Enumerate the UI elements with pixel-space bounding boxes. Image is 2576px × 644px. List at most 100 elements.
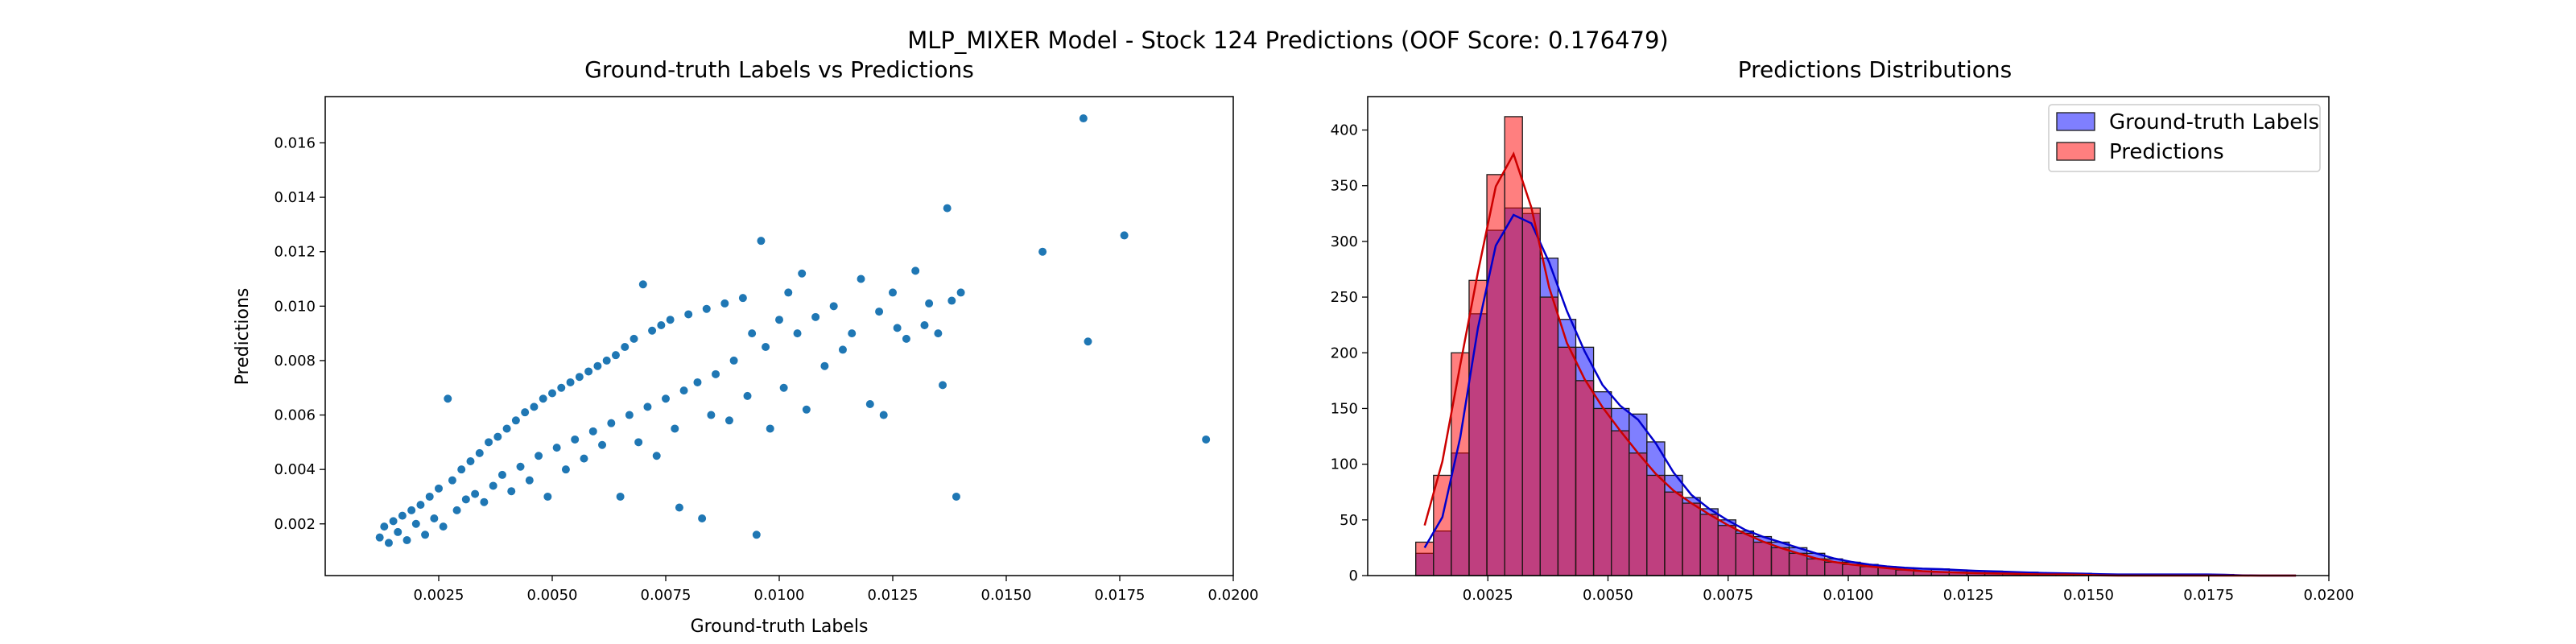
scatter-point — [479, 497, 489, 507]
scatter-x-tick-label: 0.0050 — [527, 587, 578, 604]
scatter-point — [524, 475, 535, 485]
scatter-y-tick-label: 0.006 — [274, 407, 316, 424]
histogram-x-tick-label: 0.0150 — [2063, 587, 2114, 604]
scatter-point — [434, 483, 444, 493]
histogram-y-tick-label: 300 — [1331, 233, 1358, 250]
legend-swatch-predictions — [2056, 142, 2095, 161]
scatter-point — [556, 382, 567, 393]
scatter-point — [674, 502, 684, 513]
scatter-point — [774, 315, 784, 325]
scatter-point — [529, 402, 539, 412]
scatter-point — [1119, 230, 1129, 241]
histogram-bar — [1611, 430, 1630, 576]
scatter-point — [1201, 434, 1212, 444]
histogram-x-tick-label: 0.0025 — [1463, 587, 1513, 604]
scatter-point — [443, 394, 453, 404]
scatter-point — [892, 323, 902, 333]
histogram-x-tick-label: 0.0125 — [1943, 587, 1994, 604]
scatter-point — [729, 355, 739, 365]
scatter-point — [670, 423, 680, 434]
scatter-point — [620, 342, 630, 353]
histogram-bar — [1646, 474, 1666, 576]
scatter-point — [415, 500, 426, 510]
scatter-x-tick-label: 0.0200 — [1208, 587, 1259, 604]
scatter-point — [610, 350, 621, 361]
scatter-point — [783, 287, 794, 298]
scatter-point — [634, 437, 644, 448]
scatter-point — [947, 295, 957, 306]
scatter-point — [374, 532, 385, 543]
scatter-point — [720, 298, 730, 308]
scatter-point — [765, 423, 775, 434]
scatter-x-ticks: 0.0025 0.0050 0.0075 0.0100 0.0125 0.0150 0.01… — [414, 576, 1259, 604]
scatter-point — [538, 394, 548, 404]
histogram-bar — [1752, 541, 1773, 576]
scatter-point — [574, 372, 584, 382]
histogram-bar — [1504, 116, 1523, 576]
scatter-point — [584, 366, 594, 377]
scatter-y-tick-label: 0.008 — [274, 353, 316, 369]
scatter-point — [420, 530, 431, 540]
scatter-point — [706, 410, 716, 420]
scatter-point — [624, 410, 634, 420]
scatter-point — [724, 415, 734, 426]
scatter-point — [797, 268, 807, 279]
scatter-y-tick-label: 0.016 — [274, 134, 316, 151]
scatter-point — [942, 203, 952, 213]
scatter-point — [661, 394, 671, 404]
scatter-x-tick-label: 0.0025 — [414, 587, 464, 604]
scatter-x-tick-label: 0.0150 — [981, 587, 1032, 604]
histogram-bar — [1717, 525, 1736, 576]
scatter-point — [1083, 336, 1093, 347]
histogram-y-tick-label: 100 — [1331, 456, 1358, 473]
scatter-point — [737, 293, 748, 303]
scatter-y-ticks: 0.002 0.004 0.006 0.008 0.010 0.012 0.014 0.016 — [274, 134, 325, 533]
scatter-point — [679, 386, 689, 396]
scatter-point — [560, 464, 571, 475]
histogram-bar — [1664, 491, 1683, 576]
histogram-bar — [1592, 407, 1612, 576]
scatter-point — [801, 404, 811, 415]
histogram-title: Predictions Distributions — [1738, 56, 2013, 83]
scatter-point — [811, 312, 821, 322]
legend-swatch-ground-truth — [2056, 112, 2095, 131]
histogram-bar — [1629, 452, 1648, 576]
scatter-point — [656, 320, 667, 330]
scatter-point — [534, 451, 544, 461]
scatter-chart: Ground-truth Labels vs Predictions Groun… — [233, 56, 1258, 637]
scatter-point — [488, 481, 498, 491]
scatter-point — [579, 453, 589, 464]
scatter-point — [388, 516, 398, 526]
scatter-point — [411, 518, 421, 529]
histogram-bar — [1770, 547, 1790, 576]
scatter-point — [515, 461, 526, 472]
histogram-y-tick-label: 200 — [1331, 345, 1358, 361]
scatter-point — [697, 514, 708, 524]
scatter-point — [828, 301, 839, 312]
histogram-y-tick-label: 150 — [1331, 400, 1358, 417]
histogram-bar — [1735, 532, 1755, 576]
histogram-bar — [1788, 552, 1808, 576]
scatter-point — [747, 328, 758, 339]
scatter-point — [924, 298, 935, 308]
scatter-point — [901, 333, 911, 344]
scatter-point — [402, 535, 412, 546]
histogram-bar — [1806, 558, 1826, 576]
scatter-point — [819, 361, 830, 371]
histogram-bar — [1824, 561, 1843, 576]
histogram-bar — [1575, 380, 1595, 576]
scatter-point — [493, 431, 503, 442]
legend-label-predictions: Predictions — [2109, 140, 2224, 164]
scatter-ylabel: Predictions — [233, 288, 253, 386]
scatter-point — [393, 526, 403, 537]
legend-label-ground-truth: Ground-truth Labels — [2109, 110, 2319, 134]
scatter-point — [938, 380, 948, 390]
scatter-point — [888, 287, 898, 298]
scatter-y-tick-label: 0.012 — [274, 244, 316, 261]
histogram-series-1 — [1415, 116, 2092, 576]
scatter-point — [456, 464, 467, 475]
scatter-point — [588, 426, 598, 436]
scatter-point — [407, 505, 417, 515]
scatter-point — [601, 355, 612, 365]
scatter-point — [397, 510, 407, 521]
